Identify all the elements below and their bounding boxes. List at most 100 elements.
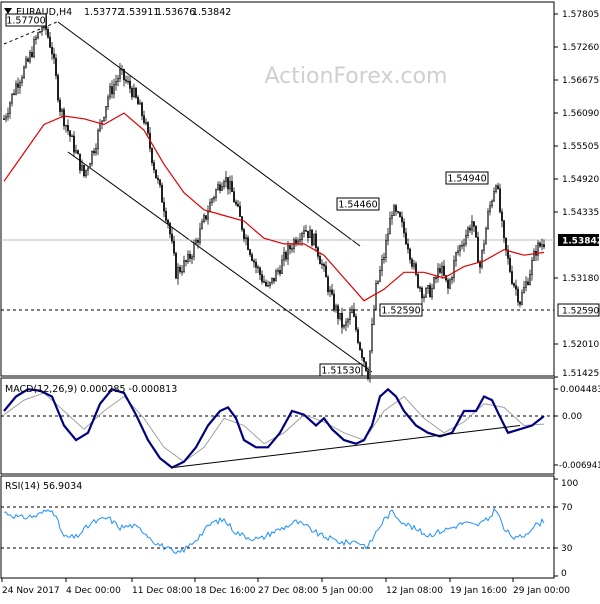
candle-body: [17, 83, 19, 88]
price-tick-label: 1.52010: [562, 340, 599, 350]
candle-body: [115, 81, 117, 86]
candle-body: [325, 265, 327, 278]
candle-body: [409, 248, 411, 260]
annotation-1.52590: 1.52590: [379, 303, 423, 317]
candle-body: [355, 316, 357, 330]
candle-body: [387, 233, 389, 241]
candle-body: [525, 281, 527, 288]
candle-body: [99, 123, 101, 131]
candle-body: [171, 233, 173, 242]
candle-body: [515, 285, 517, 290]
candle-body: [13, 93, 15, 95]
candle-body: [327, 276, 329, 293]
candle-body: [527, 281, 529, 285]
macd-tick: 0.004483: [554, 385, 600, 395]
candle-body: [181, 271, 183, 273]
candle-body: [67, 125, 69, 132]
candle-body: [523, 286, 525, 294]
candle-body: [401, 216, 403, 223]
candle-body: [503, 220, 505, 239]
candle-body: [121, 68, 123, 71]
candle-body: [141, 102, 143, 116]
candle-body: [391, 215, 393, 219]
candle-body: [259, 267, 261, 275]
macd-line: [3, 387, 545, 469]
candle-body: [75, 150, 77, 153]
candle-body: [399, 212, 401, 218]
annotation-1.57700: 1.57700: [5, 13, 47, 27]
candle-body: [359, 342, 361, 351]
time-axis: 24 Nov 2017 4 Dec 00:00 11 Dec 08:00 18 …: [1, 578, 570, 596]
candle-body: [77, 150, 79, 155]
candle-body: [263, 281, 265, 283]
candle-body: [97, 130, 99, 149]
candle-body: [195, 240, 197, 244]
candle-body: [73, 135, 75, 153]
time-tick-label: 24 Nov 2017: [2, 586, 60, 596]
price-tick-label: 1.53180: [562, 274, 599, 284]
candle-body: [511, 271, 513, 284]
candle-body: [221, 186, 223, 191]
candle-body: [197, 240, 199, 243]
candle-body: [479, 261, 481, 268]
candle-body: [143, 115, 145, 123]
candle-body: [285, 252, 287, 260]
rsi-tick-label: 30: [561, 544, 573, 554]
candle-body: [123, 68, 125, 81]
candle-body: [449, 279, 451, 289]
candle-body: [277, 270, 279, 272]
candle-body: [233, 191, 235, 203]
candle-body: [379, 270, 381, 282]
candle-body: [31, 52, 33, 57]
time-tick-label: 5 Jan 00:00: [322, 586, 374, 596]
candle-body: [389, 217, 391, 235]
candle-body: [457, 250, 459, 253]
candle-body: [25, 58, 27, 68]
candle-body: [225, 177, 227, 182]
candle-body: [113, 84, 115, 95]
candle-body: [513, 283, 515, 287]
price-tick: 1.52010: [554, 340, 599, 350]
candle-body: [103, 116, 105, 122]
candle-body: [497, 185, 499, 190]
candle-body: [71, 135, 73, 138]
candle-body: [211, 198, 213, 203]
candle-body: [529, 273, 531, 285]
candle-body: [395, 205, 397, 212]
candle-body: [441, 265, 443, 273]
candle-body: [63, 109, 65, 127]
candle-body: [245, 237, 247, 240]
candle-body: [11, 93, 13, 104]
time-tick: 11 Dec 08:00: [131, 578, 193, 596]
candle-body: [35, 37, 37, 40]
candle-body: [251, 254, 253, 262]
price-tick-label: 1.56090: [562, 109, 599, 119]
time-tick: 24 Nov 2017: [1, 578, 60, 596]
candle-body: [519, 301, 521, 305]
candle-body: [269, 282, 271, 286]
candle-body: [487, 211, 489, 229]
time-tick: 19 Jan 16:00: [449, 578, 507, 596]
candle-body: [533, 250, 535, 261]
price-tick: 1.56090: [554, 109, 599, 119]
candle-body: [111, 86, 113, 95]
candle-body: [127, 80, 129, 83]
candle-body: [475, 226, 477, 238]
support-price-tag: 1.52590: [557, 303, 600, 317]
candle-body: [397, 211, 399, 213]
collapse-triangle-icon[interactable]: [4, 8, 12, 14]
rsi-tick: 0: [554, 569, 567, 579]
candle-body: [437, 268, 439, 279]
candle-body: [125, 79, 127, 82]
macd-tick-label: 0.00: [562, 412, 582, 422]
candle-body: [421, 287, 423, 299]
rsi-tick: 70: [554, 503, 573, 513]
time-tick-label: 18 Dec 16:00: [195, 586, 256, 596]
candle-body: [183, 260, 185, 272]
time-tick: 5 Jan 00:00: [321, 578, 374, 596]
candle-body: [361, 349, 363, 358]
candle-body: [185, 260, 187, 262]
macd-axis: 0.004483 0.00 -0.006941: [554, 385, 600, 471]
candle-body: [161, 184, 163, 203]
candle-body: [95, 148, 97, 154]
